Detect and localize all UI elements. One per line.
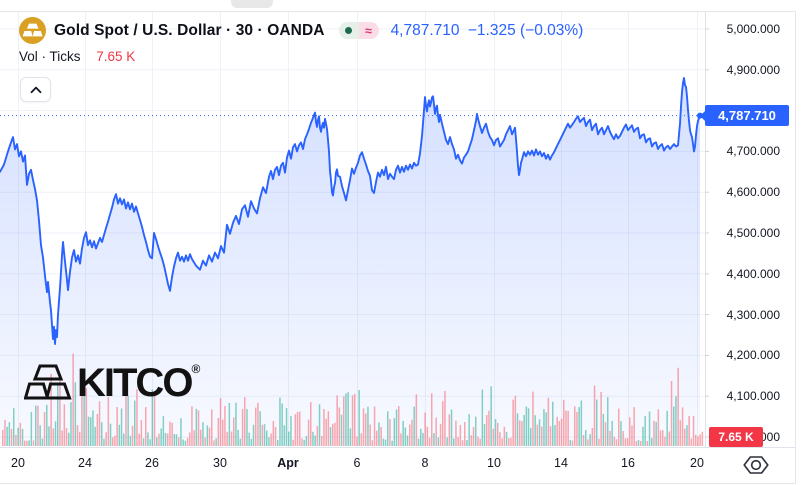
last-price: 4,787.710 [390, 21, 460, 39]
gold-bars-icon [24, 364, 72, 400]
volume-row: Vol · Ticks 7.65 K [19, 49, 135, 64]
price-change: −1.325 (−0.03%) [467, 21, 584, 39]
registered-mark: ® [191, 362, 201, 376]
y-axis-tick-label: 4,700.000 [726, 144, 780, 159]
chevron-up-icon [30, 86, 41, 93]
x-axis-tick-label: 26 [145, 456, 159, 470]
price-line [0, 77, 701, 345]
y-axis-tick-label: 4,500.000 [726, 226, 780, 240]
top-handle[interactable] [231, 0, 273, 8]
y-axis-tick-label: 4,600.000 [726, 185, 780, 200]
volume-bars [2, 353, 704, 446]
area-fill [0, 78, 700, 446]
widget-logo-button[interactable] [740, 452, 772, 478]
y-axis-tick-label: 4,300.000 [726, 307, 780, 322]
delayed-data-icon: ≈ [358, 22, 379, 39]
market-open-indicator [338, 22, 359, 39]
volume-axis-label: 7.65 K [709, 427, 763, 447]
market-status-pill[interactable]: ≈ [338, 22, 379, 39]
hexagon-nut-icon [743, 456, 769, 474]
x-axis-tick-label: 20 [11, 456, 25, 470]
kitco-logo-text: KITCO [77, 361, 193, 405]
x-axis-tick-label: 8 [421, 456, 429, 470]
x-axis-tick-label: Apr [277, 456, 299, 470]
gold-symbol-icon [19, 17, 46, 44]
x-axis-tick-label: 30 [213, 456, 227, 470]
x-axis-tick-label: 20 [690, 456, 704, 470]
x-axis-tick-label: 16 [621, 456, 635, 470]
volume-row-value: 7.65 K [96, 49, 136, 64]
axis-ticks [705, 28, 709, 438]
y-axis-tick-label: 4,100.000 [726, 389, 780, 404]
market-open-dot-icon [345, 27, 353, 34]
widget-border-top [0, 11, 796, 12]
collapse-button[interactable] [20, 77, 51, 102]
y-axis-tick-label: 4,900.000 [726, 62, 780, 77]
y-axis-tick-label: 4,200.000 [726, 348, 780, 363]
x-axis-tick-label: 14 [554, 456, 568, 470]
symbol-title[interactable]: Gold Spot / U.S. Dollar · 30 · OANDA [54, 21, 325, 39]
widget-border-right [795, 11, 796, 483]
y-axis-tick-label: 4,400.000 [726, 266, 780, 281]
x-axis-tick-label: 6 [353, 456, 361, 470]
kitco-logo: KITCO ® [24, 362, 200, 404]
x-axis-tick-label: 24 [78, 456, 92, 470]
symbol-header: Gold Spot / U.S. Dollar · 30 · OANDA ≈ 4… [19, 17, 587, 44]
x-axis-tick-label: 10 [487, 456, 501, 470]
volume-row-label[interactable]: Vol · Ticks [19, 49, 81, 64]
y-axis-tick-label: 5,000.000 [726, 22, 780, 36]
widget-border-bottom [0, 483, 796, 484]
price-row: 4,787.710 −1.325 (−0.03%) [391, 22, 588, 40]
last-price-axis-label: 4,787.710 [705, 105, 789, 126]
